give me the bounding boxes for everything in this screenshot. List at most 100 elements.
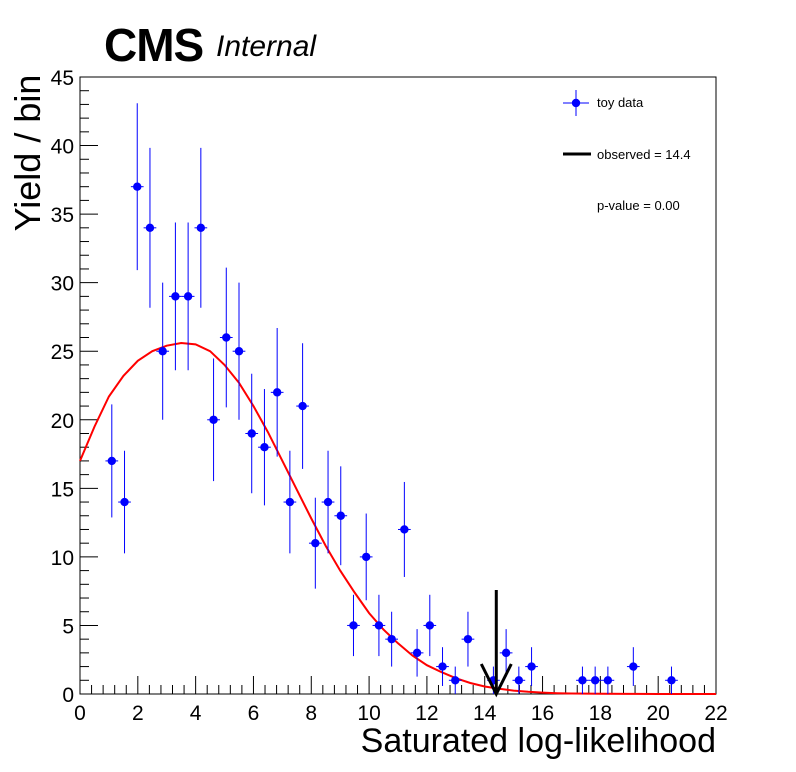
marker — [209, 415, 218, 424]
marker — [438, 662, 447, 671]
marker — [247, 429, 256, 438]
y-tick-label: 20 — [51, 410, 74, 433]
marker — [336, 511, 345, 520]
marker — [260, 443, 269, 452]
data-point — [372, 594, 386, 657]
status-label: Internal — [216, 30, 317, 63]
marker — [463, 634, 473, 644]
data-point — [105, 404, 119, 518]
marker — [298, 401, 307, 411]
data-point — [334, 466, 348, 566]
data-point — [410, 629, 424, 677]
marker — [603, 676, 613, 685]
marker — [425, 621, 434, 630]
x-tick-label: 4 — [190, 702, 202, 725]
data-point — [321, 450, 335, 554]
experiment-label: CMS — [104, 19, 204, 71]
x-tick-label: 20 — [647, 702, 670, 725]
plot-frame — [79, 76, 717, 695]
data-point — [270, 328, 284, 457]
x-tick-label: 0 — [74, 702, 86, 725]
data-point — [258, 389, 271, 506]
marker — [362, 552, 371, 562]
marker — [196, 223, 206, 233]
data-point — [359, 513, 373, 601]
marker — [158, 347, 167, 356]
legend-toy-data: toy data — [563, 90, 644, 116]
data-point — [194, 147, 208, 308]
y-tick-label: 15 — [51, 478, 74, 501]
data-point — [156, 282, 170, 420]
marker — [107, 456, 117, 466]
y-tick-label: 35 — [51, 204, 74, 227]
y-tick-label: 40 — [51, 136, 74, 159]
marker — [451, 676, 460, 685]
data-point — [436, 647, 449, 686]
x-tick-label: 14 — [473, 702, 497, 725]
y-tick-label: 5 — [62, 615, 74, 638]
data-point — [525, 647, 538, 686]
y-tick-label: 45 — [51, 67, 74, 90]
data-point — [347, 594, 360, 657]
y-tick-label: 30 — [51, 273, 74, 296]
marker — [667, 676, 676, 685]
data-point — [448, 666, 462, 694]
marker — [412, 648, 422, 658]
data-point — [423, 594, 437, 657]
data-point — [512, 666, 526, 694]
marker — [387, 634, 396, 644]
legend-label-observed: observed = 14.4 — [597, 147, 691, 162]
marker — [234, 347, 244, 356]
data-point — [169, 222, 182, 371]
x-tick-label: 18 — [589, 702, 612, 725]
data-point — [499, 629, 513, 677]
x-axis-label: Saturated log-likelihood — [360, 722, 716, 760]
marker — [501, 648, 511, 658]
marker — [311, 538, 320, 548]
marker — [349, 621, 358, 630]
marker — [629, 662, 638, 671]
data-point — [665, 666, 678, 694]
marker — [285, 497, 295, 507]
marker — [183, 292, 193, 301]
data-point — [283, 450, 297, 554]
x-tick-label: 2 — [132, 702, 144, 725]
data-point — [181, 222, 195, 371]
data-point — [207, 358, 220, 482]
data-point — [308, 497, 322, 589]
y-tick-label: 25 — [51, 341, 74, 364]
data-point — [232, 282, 246, 420]
x-tick-label: 22 — [704, 702, 727, 725]
marker — [374, 621, 384, 630]
legend-label-toy-data: toy data — [597, 95, 644, 110]
marker — [323, 497, 333, 507]
data-point — [398, 481, 411, 577]
marker — [590, 676, 600, 685]
legend-observed: observed = 14.4 — [563, 147, 691, 162]
marker — [171, 292, 180, 301]
data-point — [296, 343, 309, 469]
data-point — [576, 666, 589, 694]
x-tick-label: 12 — [415, 702, 438, 725]
marker — [578, 676, 587, 685]
marker — [272, 388, 282, 397]
marker — [133, 182, 142, 191]
data-point — [588, 666, 602, 694]
y-tick-label: 0 — [62, 684, 74, 707]
x-tick-label: 10 — [357, 702, 380, 725]
legend-marker — [571, 98, 581, 108]
x-tick-label: 6 — [248, 702, 260, 725]
marker — [222, 333, 231, 342]
marker — [400, 525, 409, 534]
fit-curve — [79, 341, 716, 695]
data-point — [219, 267, 233, 408]
data-point — [601, 666, 615, 694]
marker — [120, 497, 129, 507]
data-point — [118, 450, 131, 554]
data-point — [245, 373, 259, 494]
marker — [527, 662, 536, 671]
data-point — [461, 611, 475, 667]
marker — [514, 676, 524, 685]
x-tick-label: 16 — [531, 702, 554, 725]
